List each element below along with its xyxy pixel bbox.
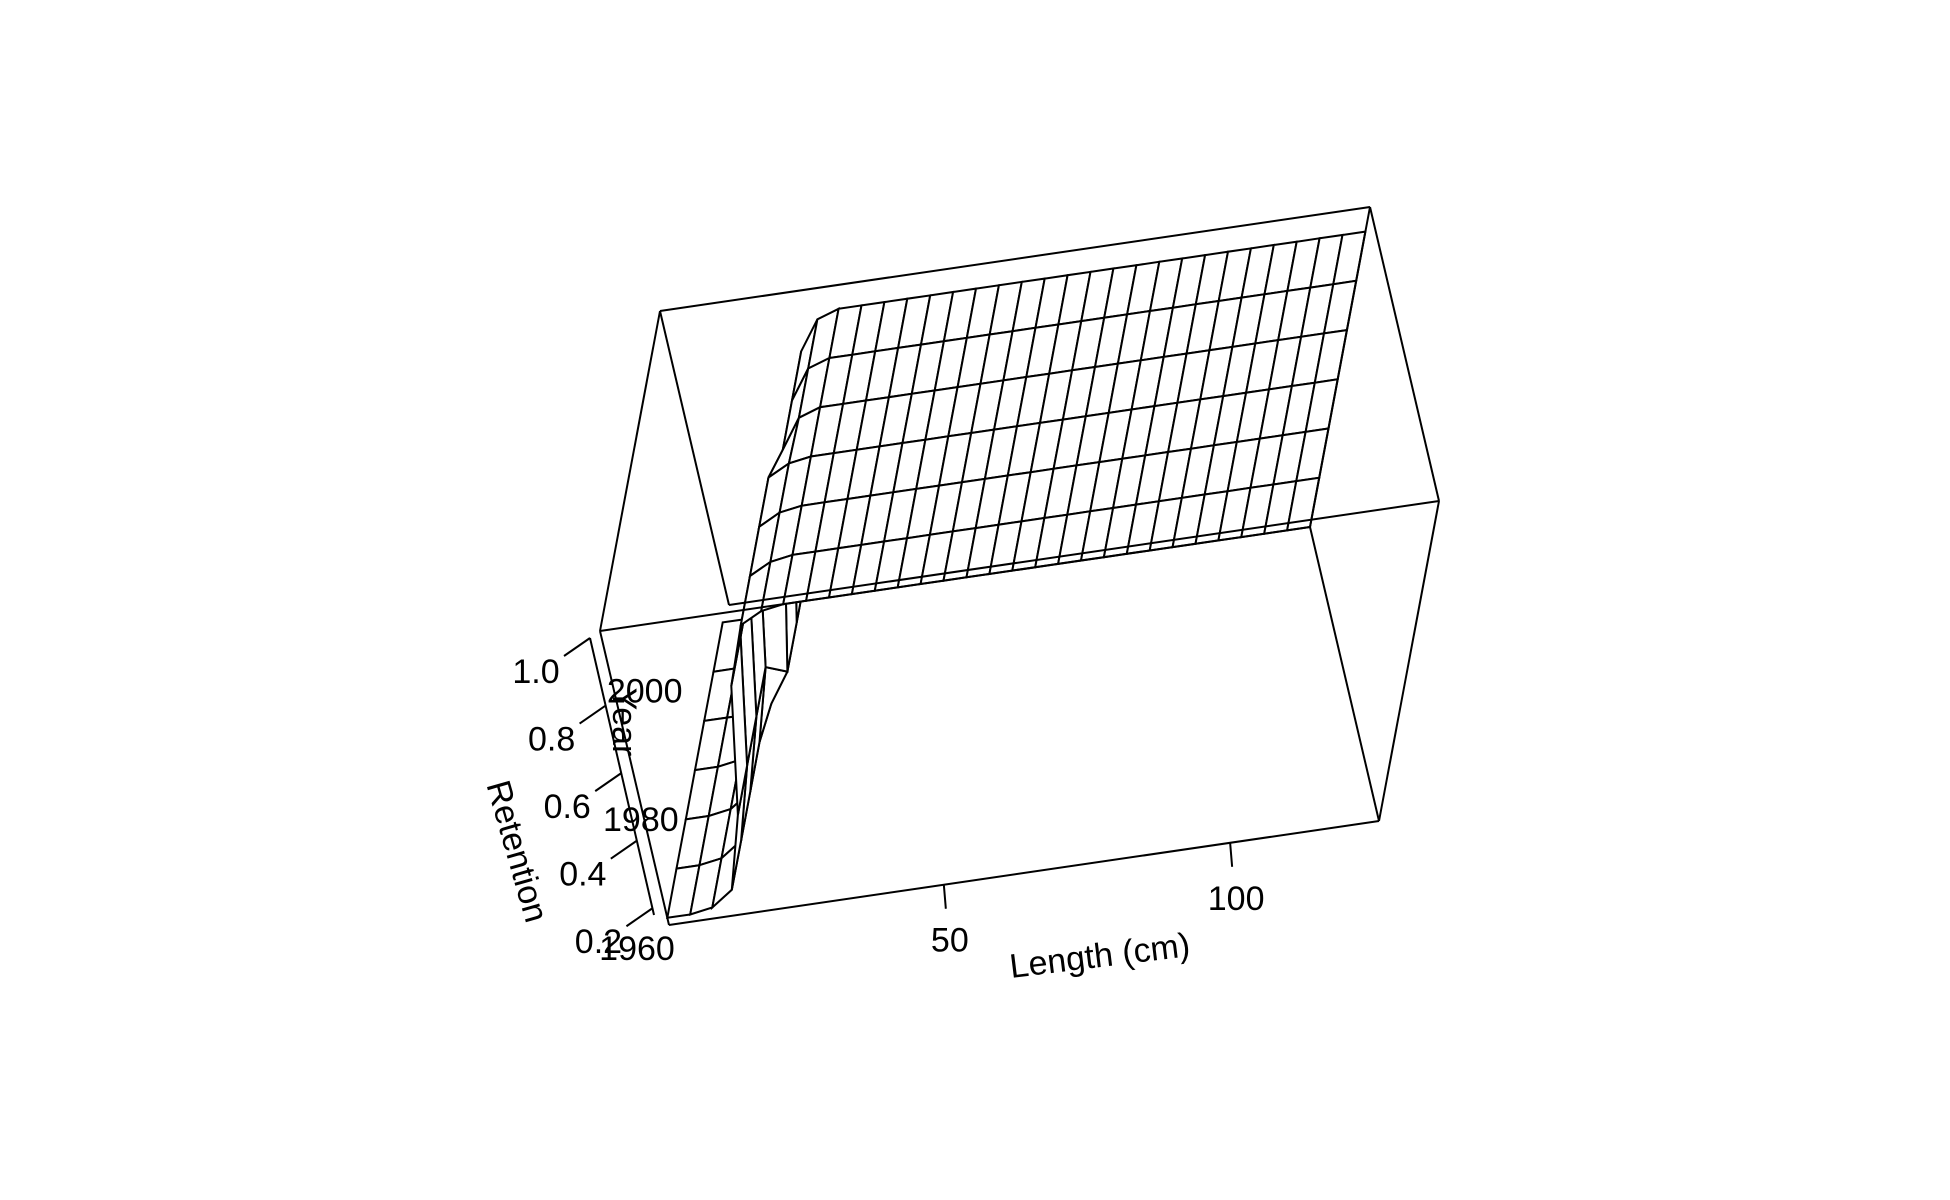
box-edge <box>599 526 1311 632</box>
box-edge <box>1309 526 1380 822</box>
x-tick-label: 100 <box>1208 880 1265 918</box>
z-tick-label: 0.4 <box>559 856 606 894</box>
x-tick <box>942 884 947 909</box>
box-edge <box>1378 500 1440 822</box>
box-edge <box>1369 206 1440 502</box>
z-tick <box>594 772 622 792</box>
y-tick-label: 1980 <box>603 801 679 839</box>
z-tick-label: 0.2 <box>575 923 622 961</box>
x-tick-label: 50 <box>931 922 969 960</box>
surface <box>666 230 1367 919</box>
box-edge <box>599 630 670 926</box>
z-tick-label: 1.0 <box>512 653 559 691</box>
z-tick <box>579 704 607 725</box>
box-edge <box>668 820 1380 926</box>
y-tick-label: 2000 <box>607 672 683 710</box>
y-axis-title: Year <box>605 688 643 757</box>
box-edge <box>659 310 730 606</box>
box-edge <box>599 310 661 632</box>
z-tick <box>610 839 638 860</box>
z-tick-label: 0.6 <box>544 788 591 826</box>
z-tick <box>563 637 591 657</box>
z-axis-line <box>589 637 655 916</box>
y-tick-label: 1960 <box>599 930 675 968</box>
box-edge <box>728 500 1440 606</box>
z-tick-label: 0.8 <box>528 721 575 759</box>
box-edge <box>1309 206 1371 528</box>
x-tick <box>1229 842 1234 867</box>
z-tick <box>625 907 654 928</box>
box-edge <box>659 206 1371 312</box>
